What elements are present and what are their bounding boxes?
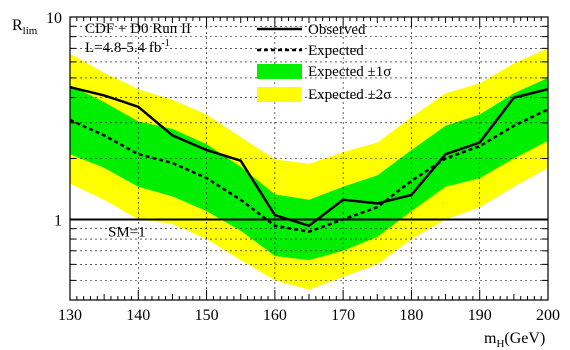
legend-band1-swatch	[257, 64, 302, 79]
axes-layer: 130 140 150 160 170 180 190 200 1 10	[46, 10, 560, 324]
x-axis-label-unit: (GeV)	[504, 330, 545, 347]
x-tick-label-180: 180	[399, 307, 423, 324]
y-axis-label-sub: lim	[23, 25, 38, 37]
x-tick-label-170: 170	[331, 307, 355, 324]
legend-expected-label: Expected	[308, 43, 364, 59]
y-axis-label: Rlim	[12, 17, 38, 37]
bands-layer	[70, 48, 548, 290]
annotation-lumi-sup: -1	[161, 38, 169, 49]
series-layer	[69, 85, 549, 233]
series-expected	[69, 108, 549, 233]
band-two-sigma	[70, 48, 548, 290]
y-tick-label-1: 1	[54, 212, 62, 229]
legend-band2-label: Expected ±2σ	[308, 87, 391, 103]
x-tick-label-160: 160	[263, 307, 287, 324]
legend: Observed Expected Expected ±1σ Expected …	[257, 22, 391, 103]
x-tick-label-130: 130	[58, 307, 82, 324]
x-tick-label-190: 190	[468, 307, 492, 324]
reference-layer: SM=1	[70, 218, 548, 240]
legend-band1-label: Expected ±1σ	[308, 64, 391, 80]
x-tick-label-200: 200	[536, 307, 560, 324]
y-axis-label-main: R	[12, 17, 23, 34]
y-tick-label-10: 10	[46, 10, 62, 27]
series-observed	[69, 85, 549, 228]
x-tick-label-140: 140	[126, 307, 150, 324]
x-axis-label-main: m	[484, 330, 497, 347]
legend-observed-label: Observed	[308, 22, 366, 38]
annotation-line1: CDF + D0 Run II	[85, 21, 191, 37]
reference-line-label: SM=1	[108, 224, 146, 240]
annotation-lumi: L=4.8-5.4 fb	[85, 40, 161, 56]
annotation-line2: L=4.8-5.4 fb-1	[85, 38, 170, 56]
x-tick-label-150: 150	[195, 307, 219, 324]
x-axis-label-sub: H	[496, 338, 504, 350]
band-one-sigma	[70, 77, 548, 261]
grid-layer	[70, 17, 548, 300]
legend-band2-swatch	[257, 87, 302, 102]
x-axis-label: mH(GeV)	[484, 330, 545, 350]
